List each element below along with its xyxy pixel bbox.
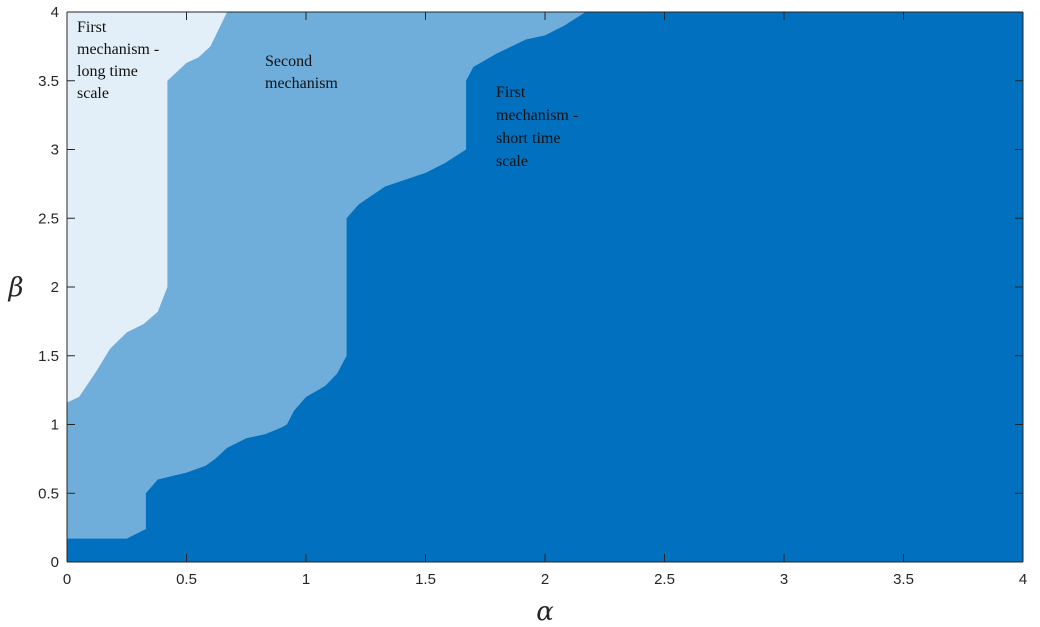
annotation-second-line-1: Second — [265, 53, 312, 70]
annotation-second-line-2: mechanism — [265, 75, 338, 92]
annotation-long-line-3: long time — [77, 63, 138, 80]
y-tick-label: 1.5 — [38, 348, 59, 365]
x-tick-label: 3.5 — [893, 571, 914, 588]
annotation-short-line-4: scale — [496, 153, 528, 170]
annotation-short-line-1: First — [496, 84, 526, 101]
y-tick-label: 3 — [51, 142, 59, 159]
x-axis-label: α — [536, 597, 554, 627]
x-tick-label: 2.5 — [654, 571, 675, 588]
y-tick-label: 2 — [51, 279, 59, 296]
y-tick-label: 0 — [51, 554, 59, 571]
annotation-short-time-scale: First mechanism - short time scale — [496, 84, 582, 170]
x-tick-label: 0 — [63, 571, 71, 588]
y-tick-label: 3.5 — [38, 73, 59, 90]
y-tick-label: 1 — [51, 417, 59, 434]
x-tick-label: 2 — [541, 571, 549, 588]
annotation-long-time-scale: First mechanism - long time scale — [77, 19, 163, 102]
y-tick-label: 2.5 — [38, 210, 59, 227]
y-axis-label: β — [7, 273, 23, 303]
x-tick-label: 1 — [302, 571, 310, 588]
region-short-time-scale — [67, 12, 1023, 562]
annotation-long-line-1: First — [77, 19, 107, 36]
x-axis-ticks: 0 0.5 1 1.5 2 2.5 3 3.5 4 — [63, 12, 1027, 588]
x-tick-label: 1.5 — [415, 571, 436, 588]
annotation-long-line-4: scale — [77, 85, 109, 102]
annotation-short-line-3: short time — [496, 130, 560, 147]
y-axis-ticks: 0 0.5 1 1.5 2 2.5 3 3.5 4 — [38, 4, 1023, 571]
y-tick-label: 4 — [51, 4, 59, 21]
x-tick-label: 3 — [780, 571, 788, 588]
x-tick-label: 0.5 — [176, 571, 197, 588]
x-tick-label: 4 — [1019, 571, 1027, 588]
annotation-second-mechanism: Second mechanism — [265, 53, 338, 92]
annotation-short-line-2: mechanism - — [496, 107, 578, 124]
y-tick-label: 0.5 — [38, 485, 59, 502]
annotation-long-line-2: mechanism - — [77, 41, 159, 58]
